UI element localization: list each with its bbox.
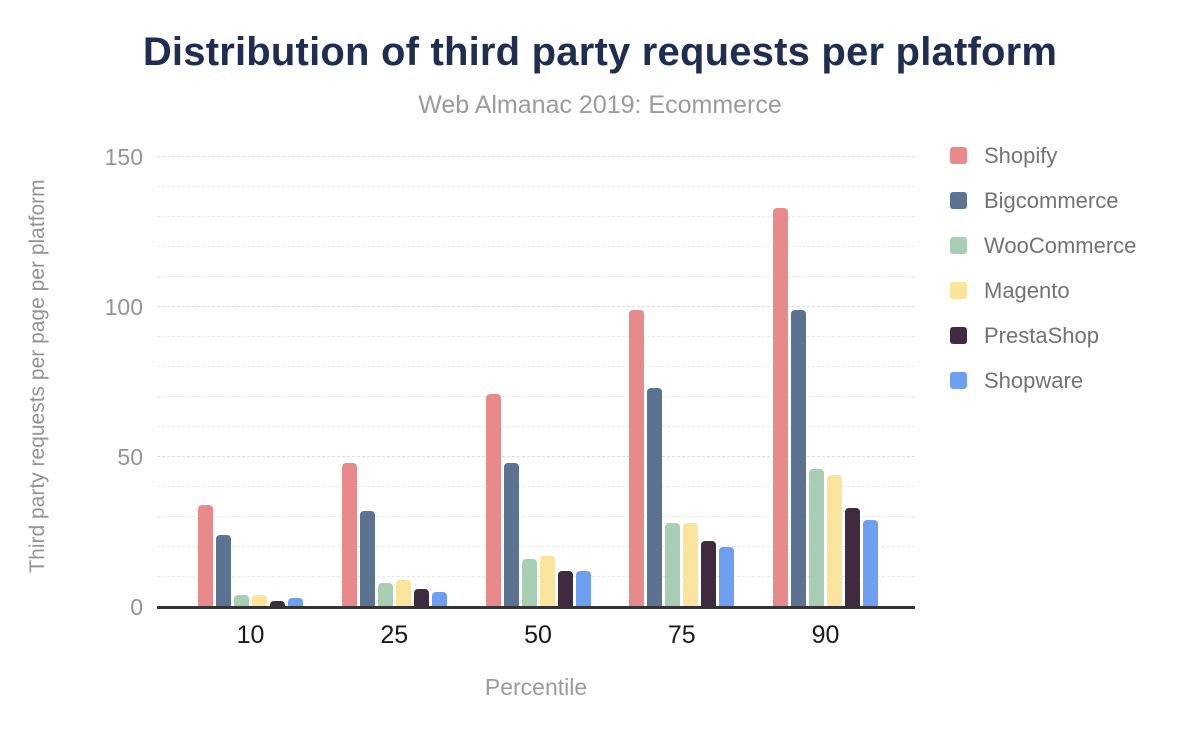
bar-group-p25 (341, 145, 447, 607)
y-tick-150: 150 (104, 144, 143, 170)
gridline-60 (157, 426, 915, 427)
bar-prestashop-p25[interactable] (413, 589, 429, 607)
bar-shopware-p10[interactable] (288, 598, 303, 607)
legend-swatch-magento (950, 282, 967, 299)
legend-swatch-prestashop (950, 327, 967, 344)
legend-item-shopify: Shopify (950, 143, 1136, 168)
bar-bigcommerce-p25[interactable] (359, 511, 375, 607)
bar-prestashop-p90[interactable] (845, 508, 860, 607)
bar-shopify-p10[interactable] (198, 505, 213, 607)
gridline-80 (157, 366, 915, 367)
bar-magento-p90[interactable] (827, 475, 842, 607)
bar-woocommerce-p50[interactable] (521, 559, 537, 607)
x-axis-line (157, 606, 915, 609)
bar-shopify-p25[interactable] (341, 463, 357, 607)
legend-item-bigcommerce: Bigcommerce (950, 188, 1136, 213)
bar-group-p10 (198, 145, 303, 607)
gridline-50 (157, 456, 915, 457)
legend-swatch-shopify (950, 147, 967, 164)
y-tick-50: 50 (117, 444, 143, 470)
legend-label-prestashop: PrestaShop (984, 322, 1099, 348)
legend-item-prestashop: PrestaShop (950, 323, 1136, 348)
gridline-20 (157, 546, 915, 547)
bar-shopware-p90[interactable] (863, 520, 878, 607)
x-axis-tick-labels: 10 25 50 75 90 (157, 621, 915, 651)
legend-label-magento: Magento (984, 277, 1070, 303)
legend-item-woocommerce: WooCommerce (950, 233, 1136, 258)
plot-area (157, 145, 915, 609)
legend-label-shopware: Shopware (984, 367, 1084, 393)
bar-bigcommerce-p90[interactable] (791, 310, 806, 607)
gridline-30 (157, 516, 915, 517)
chart-subtitle: Web Almanac 2019: Ecommerce (418, 91, 782, 119)
y-tick-0: 0 (130, 594, 143, 620)
chart-title: Distribution of third party requests per… (142, 30, 1058, 74)
gridline-110 (157, 276, 915, 277)
y-tick-100: 100 (104, 294, 143, 320)
legend-swatch-bigcommerce (950, 192, 967, 209)
bar-bigcommerce-p50[interactable] (503, 463, 519, 607)
bar-bigcommerce-p10[interactable] (216, 535, 231, 607)
bar-bigcommerce-p75[interactable] (647, 388, 663, 607)
legend-label-bigcommerce: Bigcommerce (984, 187, 1119, 213)
legend-label-shopify: Shopify (984, 142, 1058, 168)
bar-shopware-p25[interactable] (431, 592, 447, 607)
legend-item-shopware: Shopware (950, 368, 1136, 393)
bar-magento-p75[interactable] (683, 523, 699, 607)
x-tick-90: 90 (811, 621, 840, 649)
legend-swatch-woocommerce (950, 237, 967, 254)
gridline-70 (157, 396, 915, 397)
bar-woocommerce-p25[interactable] (377, 583, 393, 607)
bar-woocommerce-p10[interactable] (234, 595, 249, 607)
bar-group-p90 (773, 145, 878, 607)
legend: Shopify Bigcommerce WooCommerce Magento Pres… (950, 143, 1136, 417)
bar-magento-p25[interactable] (395, 580, 411, 607)
bar-woocommerce-p75[interactable] (665, 523, 681, 607)
bar-shopware-p75[interactable] (719, 547, 735, 607)
legend-swatch-shopware (950, 372, 967, 389)
gridline-130 (157, 216, 915, 217)
bar-group-p50 (485, 145, 591, 607)
legend-item-magento: Magento (950, 278, 1136, 303)
x-tick-50: 50 (524, 621, 552, 649)
gridline-40 (157, 486, 915, 487)
gridline-100 (157, 306, 915, 307)
x-tick-75: 75 (667, 621, 696, 649)
gridline-90 (157, 336, 915, 337)
x-tick-25: 25 (380, 621, 409, 649)
gridline-120 (157, 246, 915, 247)
legend-label-woocommerce: WooCommerce (984, 232, 1137, 258)
x-tick-10: 10 (236, 621, 265, 649)
bar-shopware-p50[interactable] (575, 571, 591, 607)
bar-shopify-p90[interactable] (773, 208, 788, 607)
bar-prestashop-p75[interactable] (701, 541, 717, 607)
bar-prestashop-p50[interactable] (557, 571, 573, 607)
bar-shopify-p75[interactable] (629, 310, 645, 607)
gridline-140 (157, 186, 915, 187)
bar-woocommerce-p90[interactable] (809, 469, 824, 607)
bar-magento-p50[interactable] (539, 556, 555, 607)
bar-shopify-p50[interactable] (485, 394, 501, 607)
bar-group-p75 (629, 145, 735, 607)
bar-prestashop-p10[interactable] (270, 601, 285, 607)
y-axis-tick-labels: 0 50 100 150 (0, 144, 143, 619)
bar-magento-p10[interactable] (252, 595, 267, 607)
gridline-150 (157, 156, 915, 157)
x-axis-title: Percentile (484, 674, 588, 700)
